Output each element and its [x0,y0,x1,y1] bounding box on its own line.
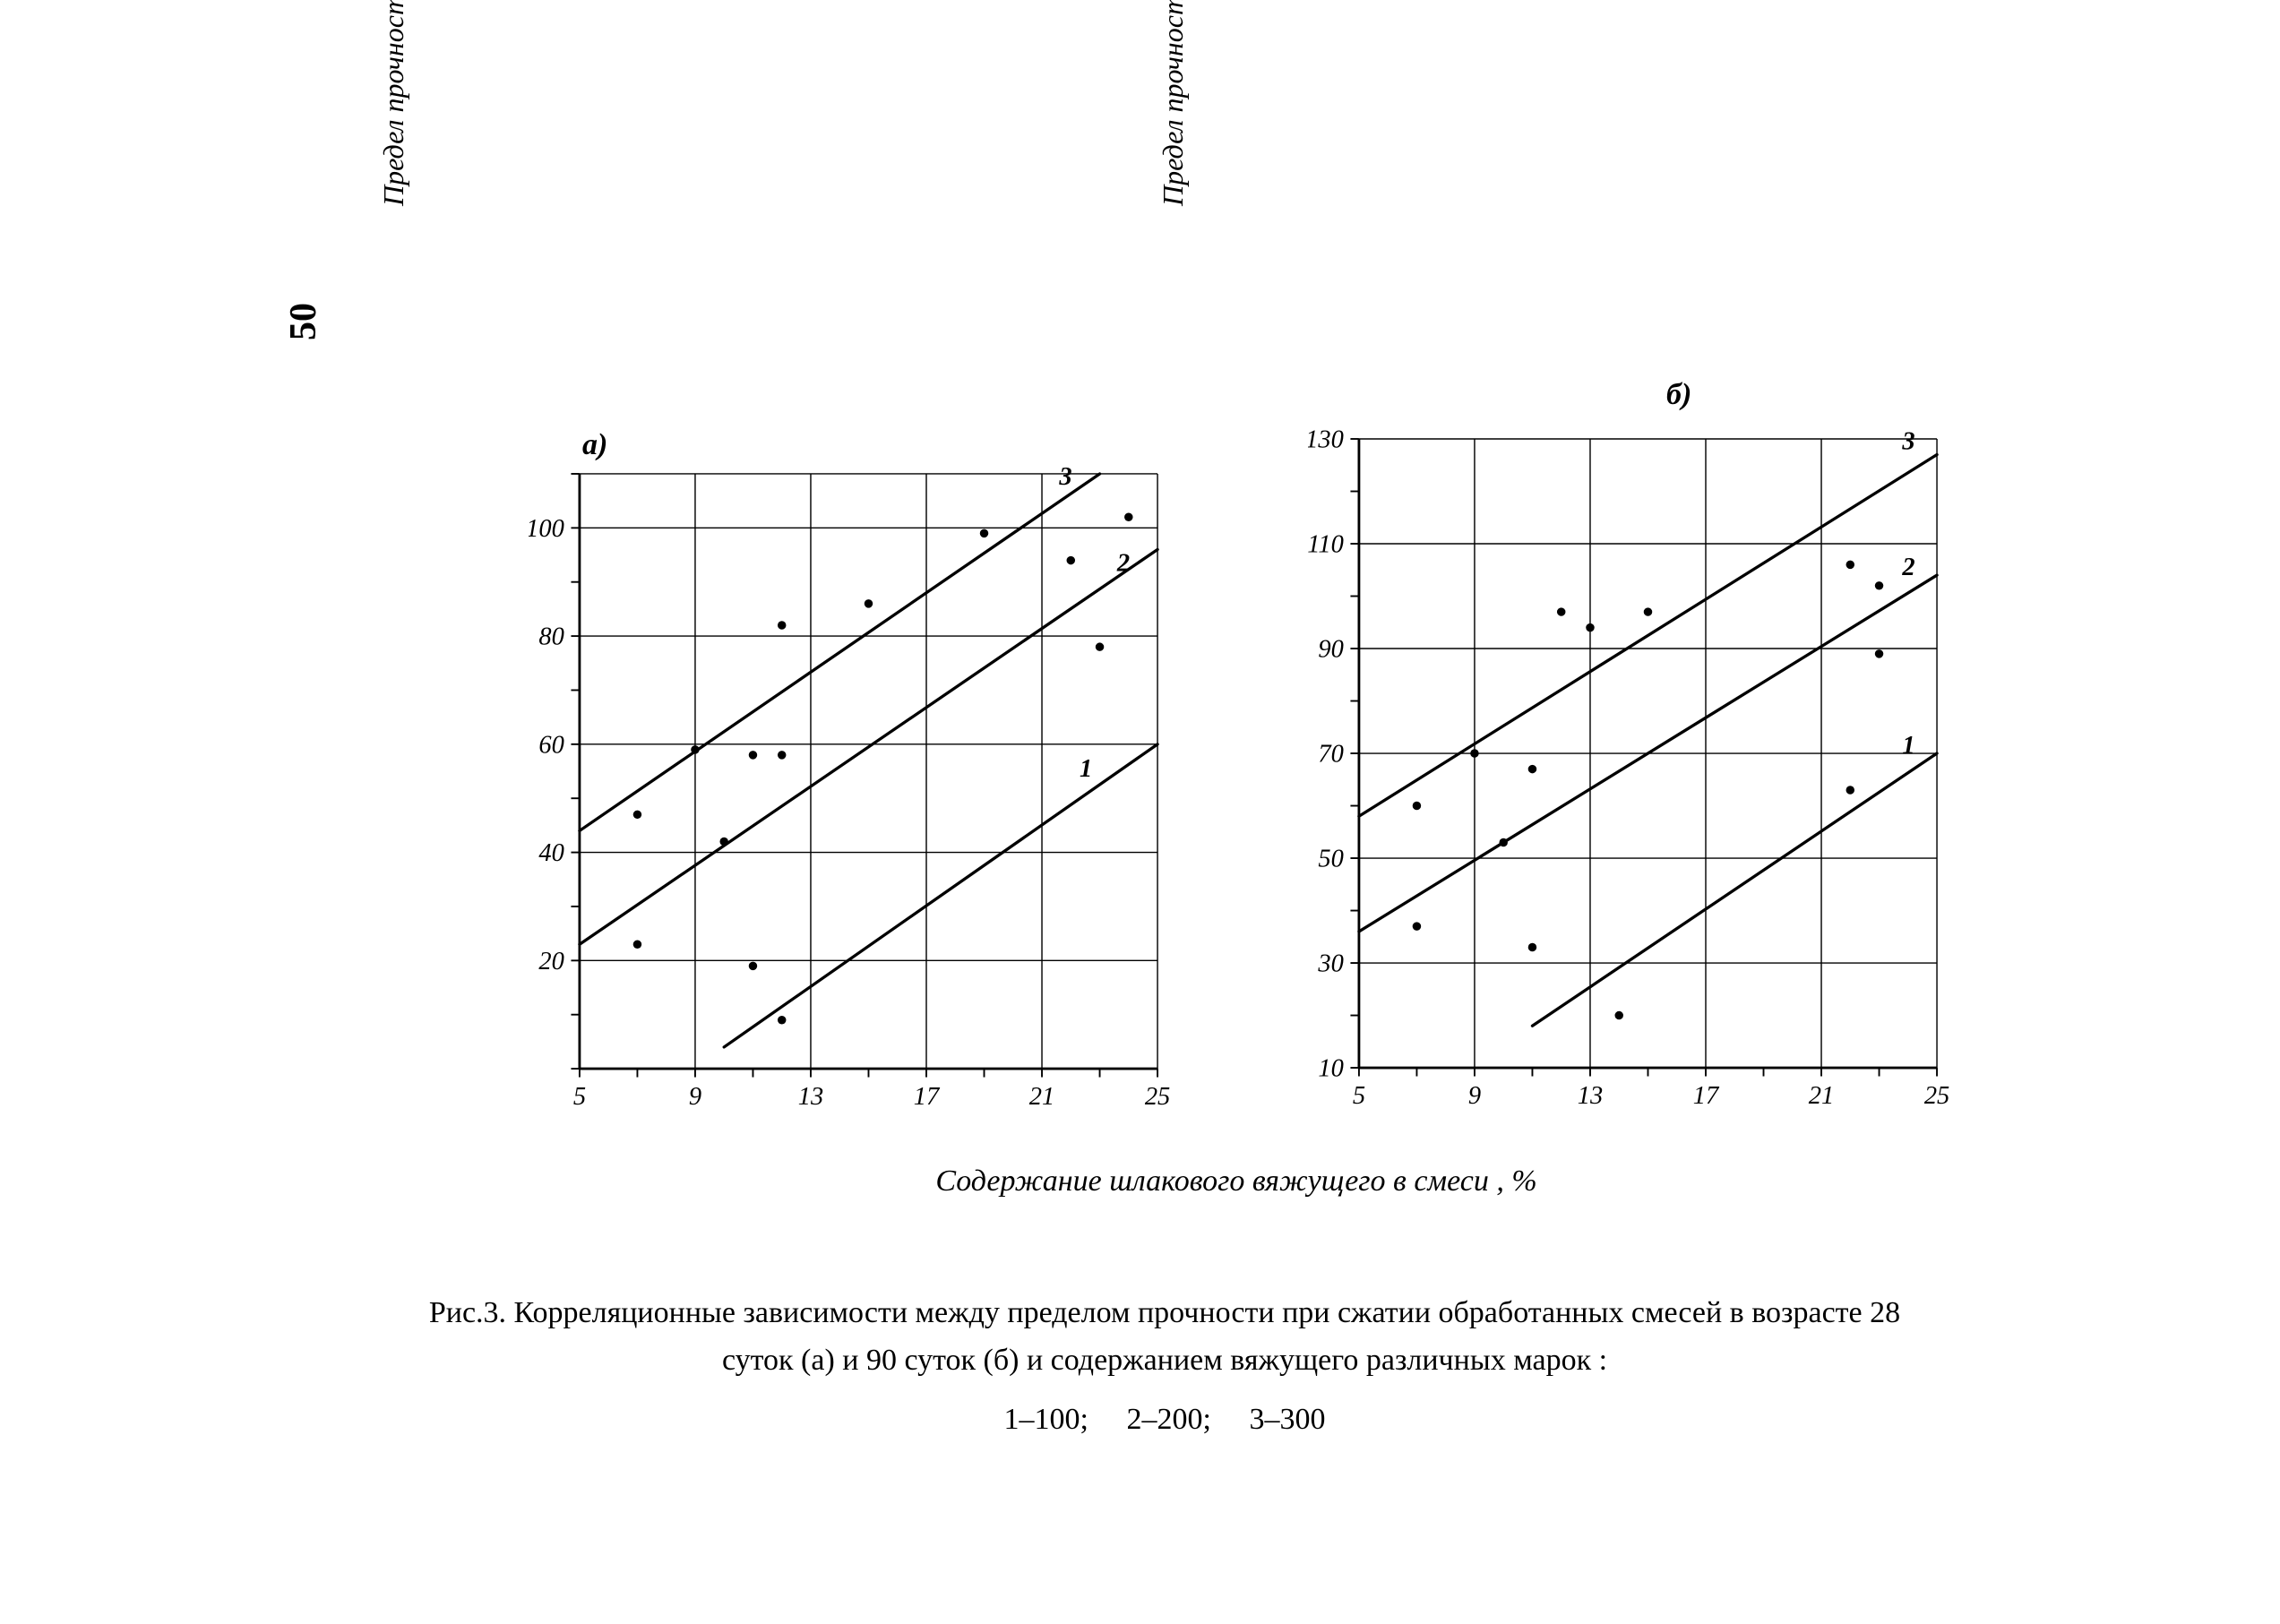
svg-text:9: 9 [1468,1082,1481,1110]
chart-b-y-axis-label: Предел прочности R⁹⁰сж , кгс/см² [1156,0,1190,206]
svg-text:50: 50 [1318,846,1343,873]
svg-text:1: 1 [1080,755,1092,783]
svg-text:2: 2 [1116,550,1130,578]
chart-a-svg: 5 9 13 17 21 25 20 40 60 80 100 1 2 3 [529,448,1192,1129]
svg-text:30: 30 [1317,950,1343,978]
svg-text:25: 25 [1924,1082,1949,1110]
svg-text:25: 25 [1145,1083,1170,1111]
svg-text:17: 17 [914,1083,941,1111]
svg-text:1: 1 [1902,732,1914,760]
svg-text:21: 21 [1809,1082,1834,1110]
svg-text:2: 2 [1901,554,1914,581]
svg-text:20: 20 [538,948,564,975]
svg-text:13: 13 [1578,1082,1603,1110]
svg-text:60: 60 [538,731,564,759]
page-number: 50 [282,303,325,340]
figure-caption-block: Рис.3. Корреляционные зависимости между … [403,1290,1926,1444]
svg-text:17: 17 [1693,1082,1720,1110]
subplot-label-b: б) [1666,378,1691,412]
svg-text:80: 80 [538,623,564,651]
chart-a-y-axis-label: Предел прочности R²⁸сж , кгс/см² [377,0,410,206]
svg-text:130: 130 [1308,425,1344,453]
svg-text:3: 3 [1901,428,1914,456]
svg-text:5: 5 [573,1083,586,1111]
chart-b-svg: 5 9 13 17 21 25 10 30 50 70 90 110 130 1 2 3 [1308,412,1971,1129]
svg-text:13: 13 [798,1083,823,1111]
figure-legend: 1–100; 2–200; 3–300 [403,1396,1926,1444]
chart-b-plot: 5 9 13 17 21 25 10 30 50 70 90 110 130 1 2 3 [1308,412,1971,1133]
svg-text:9: 9 [689,1083,701,1111]
figure-caption: Рис.3. Корреляционные зависимости между … [403,1290,1926,1384]
svg-text:100: 100 [529,515,564,543]
charts-area: а) Предел прочности R²⁸сж , кгс/см² 5913… [430,385,1953,1191]
chart-a-plot: 5 9 13 17 21 25 20 40 60 80 100 1 2 3 [529,448,1192,1133]
shared-x-axis-label: Содержание шлакового вяжущего в смеси , … [520,1164,1953,1199]
svg-text:40: 40 [538,839,564,867]
svg-text:5: 5 [1353,1082,1365,1110]
svg-text:90: 90 [1318,636,1343,664]
svg-text:3: 3 [1058,463,1071,491]
svg-text:70: 70 [1318,741,1343,769]
svg-text:10: 10 [1318,1055,1343,1083]
svg-text:110: 110 [1308,530,1344,558]
svg-text:21: 21 [1029,1083,1054,1111]
figure-page: 50 а) Предел прочности R²⁸сж , кгс/см² 5… [0,0,2280,1624]
